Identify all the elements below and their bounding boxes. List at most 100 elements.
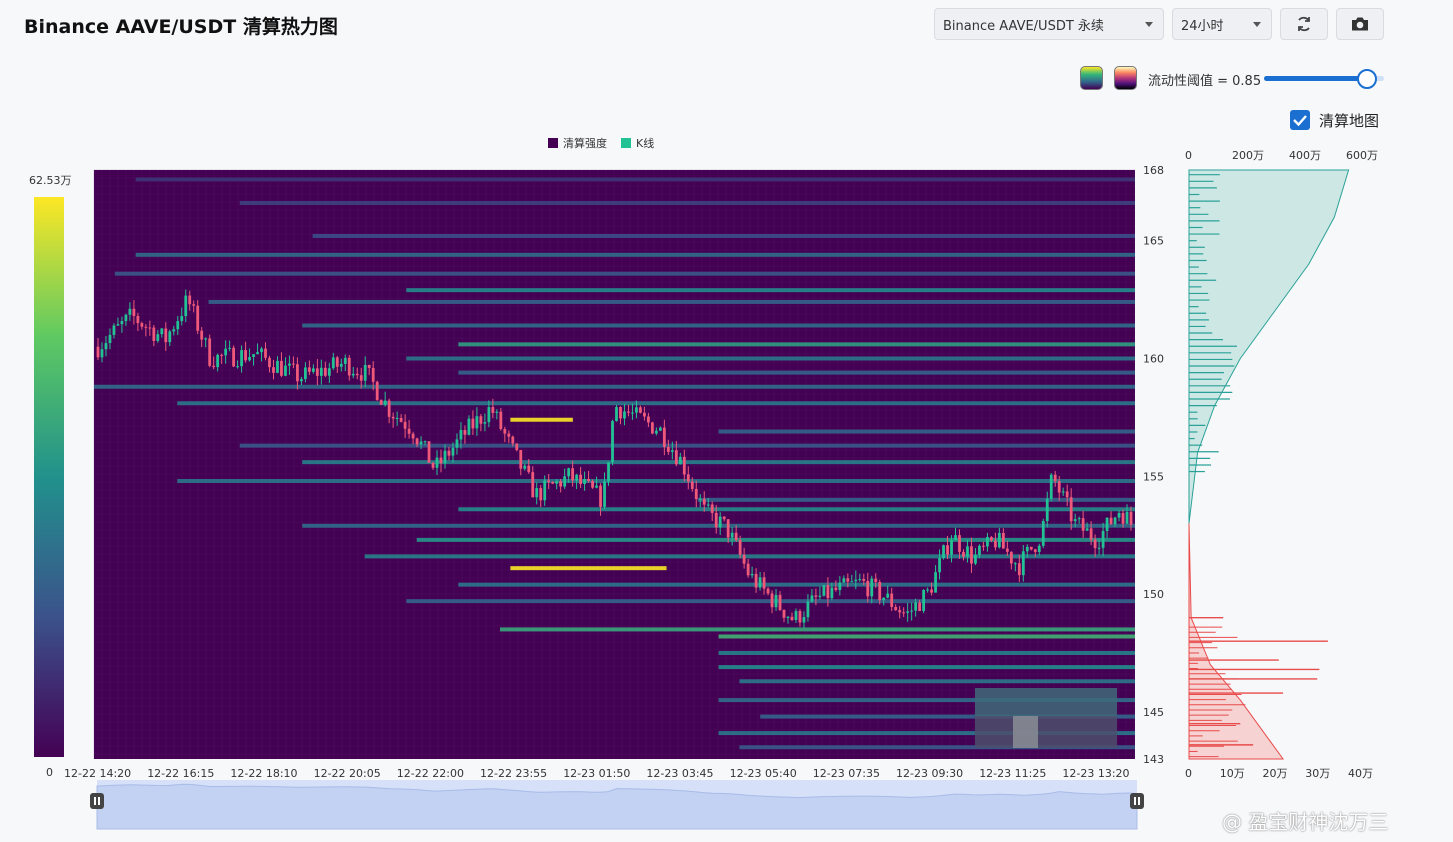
candle-body [184,295,188,317]
candle-body [1125,511,1129,524]
candle-body [834,587,838,590]
candle-body [399,417,403,422]
candle-body [307,367,311,372]
candle-body [591,480,594,488]
candle-body [942,545,945,558]
candle-body [507,433,511,437]
price-tick-label: 143 [1143,753,1164,766]
period-select-value: 24小时 [1181,18,1224,34]
candle-body [958,535,961,552]
threshold-slider-handle[interactable] [1357,69,1377,89]
candle-body [108,334,112,344]
candle-body [1057,481,1061,493]
symbol-select[interactable]: Binance AAVE/USDT 永续 [934,8,1164,40]
legend-label-candles[interactable]: K线 [636,137,655,150]
time-tick-label: 12-22 14:20 [64,767,131,780]
short-profile-tick-label: 400万 [1289,149,1321,162]
time-tick-label: 12-23 01:50 [563,767,630,780]
threshold-slider[interactable] [1264,69,1384,89]
liquidation-band [458,370,1136,375]
candle-body [292,363,295,365]
liquidation-band [739,679,1135,684]
heatmap-background [94,170,1135,759]
candle-body [559,481,563,487]
candle-body [228,347,232,349]
candle-body [407,428,411,434]
candle-body [567,468,571,477]
range-navigator[interactable] [90,780,1144,830]
candle-body [435,457,439,468]
candle-body [415,438,419,445]
colorbar-min-label: 0 [46,766,53,779]
navigator-handle-left[interactable] [90,793,104,809]
candle-body [128,308,132,315]
time-axis: 12-22 14:20 12-22 16:15 12-22 18:10 12-22 2… [64,767,1130,780]
candle-body [156,334,160,341]
candle-body [914,602,918,611]
candle-body [343,357,347,364]
candle-body [623,411,626,419]
candle-body [1037,545,1041,552]
candle-body [882,597,886,601]
candle-body [379,400,383,405]
refresh-button[interactable] [1280,8,1328,40]
liquidation-band [458,342,1136,347]
candle-body [1073,519,1077,522]
time-tick-label: 12-22 22:00 [397,767,464,780]
liquidation-bands [94,177,1136,750]
candle-body [822,585,826,596]
candle-body [682,456,686,475]
short-profile-tick-label: 0 [1185,149,1192,162]
price-tick-label: 145 [1143,706,1164,719]
candle-body [327,368,331,376]
legend-label-intensity[interactable]: 清算强度 [563,137,607,150]
price-tick-label: 160 [1143,352,1164,365]
candle-body [144,326,148,328]
candle-body [487,407,491,423]
candle-body [256,352,259,355]
candle-body [854,579,858,582]
period-select[interactable]: 24小时 [1172,8,1272,40]
candle-body [471,418,475,429]
candle-body [180,316,184,322]
chart-legend: 清算强度 K线 [548,135,654,151]
liquidation-map-checkbox[interactable] [1290,110,1310,130]
screenshot-button[interactable] [1336,8,1384,40]
liquidation-band [135,177,1135,182]
candle-body [758,577,762,588]
liquidation-band [739,745,1135,750]
time-tick-label: 12-22 20:05 [314,767,381,780]
candle-body [862,579,866,581]
candle-body [148,327,152,329]
candle-body [244,350,247,361]
navigator-handle-right[interactable] [1130,793,1144,809]
candle-body [934,572,937,593]
candle-body [104,343,108,350]
candle-body [870,578,874,597]
candle-body [978,545,981,555]
candlesticks [96,289,1133,628]
liquidation-band [364,554,1135,559]
candle-body [639,407,642,413]
candle-body [938,557,941,573]
candle-body [204,338,208,340]
liquidation-map-label[interactable]: 清算地图 [1319,112,1380,130]
magma-colorscale-button[interactable] [1114,66,1137,90]
candle-body [615,407,618,422]
candle-body [395,417,399,419]
navigator-handle-left-grip [98,797,100,805]
long-liquidation-profile [1188,523,1328,760]
long-profile-tick-label: 0 [1185,767,1192,780]
candle-body [890,593,894,608]
candle-body [826,585,830,599]
liquidation-band [760,714,1135,719]
time-tick-label: 12-22 23:55 [480,767,547,780]
candle-body [962,551,965,557]
long-profile-axis: 0 10万 20万 30万 40万 [1185,767,1373,780]
candle-body [718,516,722,528]
candle-body [1117,513,1121,518]
time-tick-label: 12-23 05:40 [730,767,797,780]
candle-body [431,462,435,468]
candle-body [635,407,638,413]
viridis-colorscale-button[interactable] [1080,66,1103,90]
